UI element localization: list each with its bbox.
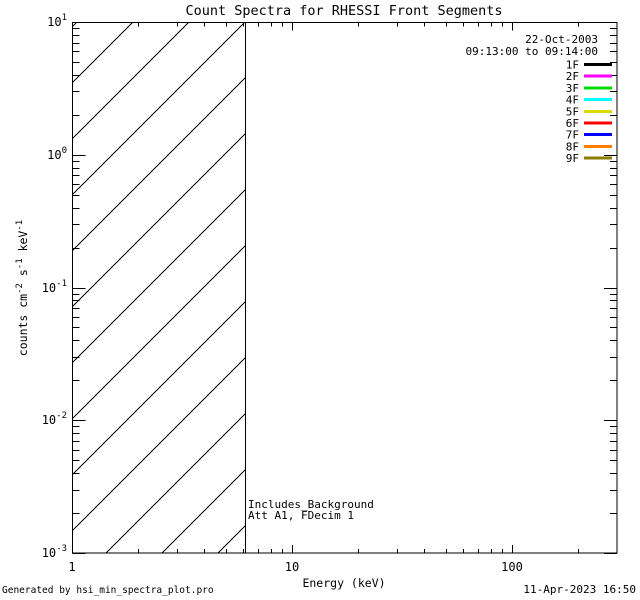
legend-date: 22-Oct-2003 — [525, 33, 598, 46]
plot-title: Count Spectra for RHESSI Front Segments — [186, 3, 503, 19]
x-tick-label: 10 — [285, 560, 299, 574]
legend-entry-4F: 4F — [566, 94, 612, 107]
legend-label: 4F — [566, 94, 579, 107]
hatch-line — [72, 356, 246, 532]
legend-label: 9F — [566, 152, 579, 165]
hatch-line — [72, 22, 190, 140]
legend-entry-7F: 7F — [566, 129, 612, 142]
legend-entry-8F: 8F — [566, 140, 612, 153]
footer-timestamp: 11-Apr-2023 16:50 — [523, 583, 636, 596]
hatch-line — [105, 412, 246, 553]
y-tick-label: 100 — [47, 146, 67, 162]
hatch-line — [72, 300, 246, 476]
annotation-background: Includes_Background — [248, 498, 374, 511]
x-axis-title: Energy (keV) — [302, 576, 385, 590]
legend-entry-6F: 6F — [566, 117, 612, 130]
hatch-line — [72, 188, 246, 364]
legend-entry-3F: 3F — [566, 82, 612, 95]
legend-label: 7F — [566, 129, 579, 142]
axis-ticks — [72, 22, 617, 554]
legend-label: 3F — [566, 82, 579, 95]
legend-entry-2F: 2F — [566, 70, 612, 83]
y-tick-label: 10-2 — [42, 411, 67, 427]
legend-entry-9F: 9F — [566, 152, 612, 165]
y-tick-label: 10-3 — [42, 544, 67, 560]
legend: 22-Oct-2003 09:13:00 to 09:14:00 1F2F3F4… — [466, 33, 612, 165]
plot-box — [72, 22, 618, 554]
hatch-region — [72, 22, 246, 553]
legend-label: 5F — [566, 105, 579, 118]
annotation-attenuator: Att A1, FDecim 1 — [248, 509, 354, 522]
legend-entry-5F: 5F — [566, 105, 612, 118]
legend-label: 1F — [566, 59, 579, 72]
axis-tick-labels: 1 10 100 101 100 10-1 10-2 10-3 — [42, 13, 523, 574]
y-tick-label: 10-1 — [42, 279, 67, 295]
hatch-line — [72, 132, 246, 308]
y-tick-label: 101 — [47, 13, 67, 29]
legend-entry-1F: 1F — [566, 59, 612, 72]
y-axis-title: counts cm-2 s-1 keV-1 — [15, 220, 30, 356]
hatch-line — [72, 244, 246, 420]
x-tick-label: 1 — [68, 560, 75, 574]
footer-generated-by: Generated by hsi_min_spectra_plot.pro — [2, 585, 214, 596]
hatch-line — [72, 76, 246, 252]
legend-label: 2F — [566, 70, 579, 83]
x-tick-label: 100 — [501, 560, 523, 574]
legend-label: 8F — [566, 140, 579, 153]
legend-label: 6F — [566, 117, 579, 130]
hatch-line — [72, 22, 246, 196]
legend-timerange: 09:13:00 to 09:14:00 — [466, 45, 598, 58]
